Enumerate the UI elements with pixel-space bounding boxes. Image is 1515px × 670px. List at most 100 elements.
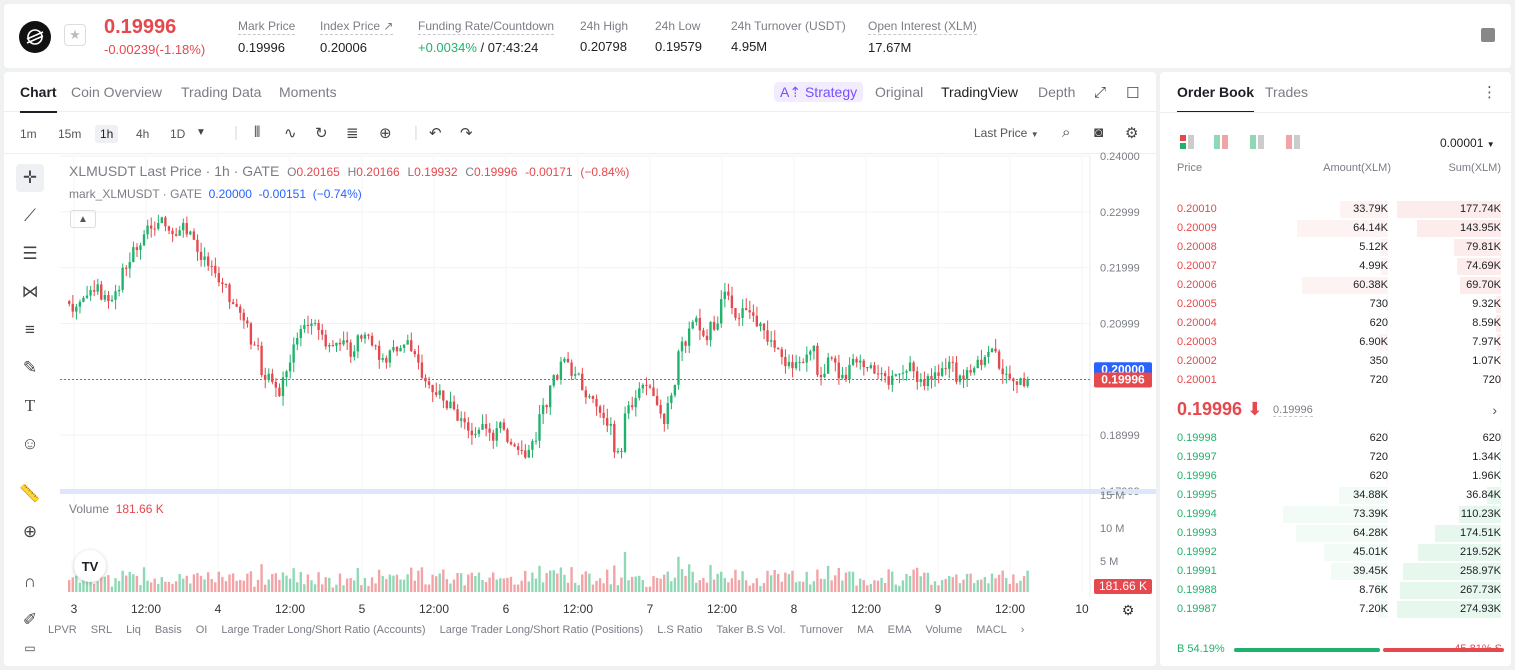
interval-dropdown-icon[interactable]: ▼: [196, 127, 206, 138]
indicator-8[interactable]: Taker B.S Vol.: [716, 624, 786, 636]
replay-icon[interactable]: ↻: [315, 125, 328, 142]
stat-label[interactable]: Open Interest (XLM): [868, 19, 977, 35]
window-icon[interactable]: ☐: [1126, 85, 1140, 102]
order-row[interactable]: 0.20003 6.90K 7.97K: [1160, 333, 1511, 352]
order-row[interactable]: 0.19994 73.39K 110.23K: [1160, 505, 1511, 524]
order-row[interactable]: 0.19988 8.76K 267.73K: [1160, 581, 1511, 600]
stat-label[interactable]: Mark Price: [238, 19, 296, 35]
crosshair-icon[interactable]: ✛: [16, 164, 44, 192]
book-asks-icon[interactable]: [1286, 135, 1300, 149]
search-icon[interactable]: ⌕: [1062, 124, 1071, 141]
order-row[interactable]: 0.20001 720 720: [1160, 371, 1511, 390]
interval-4h[interactable]: 4h: [136, 127, 150, 141]
emoji-icon[interactable]: ☺: [21, 434, 39, 453]
indicator-9[interactable]: Turnover: [799, 624, 844, 636]
zoom-in-icon[interactable]: ⊕: [22, 522, 38, 541]
order-row[interactable]: 0.19987 7.20K 274.93K: [1160, 600, 1511, 619]
camera-icon[interactable]: ◙: [1094, 124, 1104, 141]
indicator-0[interactable]: LPVR: [48, 624, 77, 636]
indicator-icon[interactable]: ∿: [284, 125, 297, 142]
pencil-lock-icon[interactable]: ✐: [22, 610, 38, 629]
order-row[interactable]: 0.19993 64.28K 174.51K: [1160, 524, 1511, 543]
candle-body: [716, 323, 719, 330]
order-row[interactable]: 0.19991 39.45K 258.97K: [1160, 562, 1511, 581]
chevron-right-icon[interactable]: ›: [1492, 402, 1497, 418]
redo-icon[interactable]: ↷: [460, 125, 473, 142]
book-split-icon[interactable]: [1214, 135, 1228, 149]
book-icon[interactable]: [1481, 28, 1495, 42]
horizontal-lines-icon[interactable]: ☰: [22, 244, 38, 263]
candle-body: [399, 347, 402, 352]
fib-icon[interactable]: ≡: [25, 320, 35, 339]
ruler-icon[interactable]: 📏: [19, 484, 41, 503]
magnet-icon[interactable]: ∩: [23, 572, 37, 591]
indicator-10[interactable]: MA: [857, 624, 874, 636]
more-icon[interactable]: ⋮: [1482, 84, 1497, 101]
order-row[interactable]: 0.19995 34.88K 36.84K: [1160, 486, 1511, 505]
view-depth[interactable]: Depth: [1038, 84, 1076, 100]
tab-trades[interactable]: Trades: [1265, 84, 1309, 100]
undo-icon[interactable]: ↶: [429, 125, 442, 142]
order-row[interactable]: 0.20002 350 1.07K: [1160, 352, 1511, 371]
trend-line-icon[interactable]: ⟋: [24, 206, 36, 225]
expand-icon[interactable]: ⤢: [1094, 84, 1107, 101]
tab-order-book[interactable]: Order Book: [1177, 84, 1255, 113]
chevron-up-icon[interactable]: ▲: [70, 210, 96, 228]
indicator-2[interactable]: Liq: [126, 624, 141, 636]
volume-bar: [1012, 574, 1015, 592]
indicator-12[interactable]: Volume: [925, 624, 963, 636]
order-row[interactable]: 0.20004 620 8.59K: [1160, 314, 1511, 333]
gear-icon[interactable]: ⚙: [1125, 125, 1139, 142]
favorite-star-icon[interactable]: ★: [64, 24, 86, 46]
template-icon[interactable]: ≣: [346, 125, 359, 142]
tab-moments[interactable]: Moments: [279, 84, 337, 100]
pane-separator[interactable]: [60, 489, 1156, 494]
pattern-icon[interactable]: ⋈: [21, 282, 39, 301]
indicator-5[interactable]: Large Trader Long/Short Ratio (Accounts): [221, 624, 426, 636]
candle-type-icon[interactable]: ⫴: [254, 124, 261, 141]
order-row[interactable]: 0.19996 620 1.96K: [1160, 467, 1511, 486]
indicator-11[interactable]: EMA: [887, 624, 912, 636]
indicator-3[interactable]: Basis: [154, 624, 182, 636]
indicator-7[interactable]: L.S Ratio: [657, 624, 703, 636]
interval-15m[interactable]: 15m: [58, 127, 82, 141]
interval-1h[interactable]: 1h: [95, 125, 119, 143]
interval-1d[interactable]: 1D: [170, 127, 186, 141]
interval-1m[interactable]: 1m: [20, 127, 37, 141]
order-row[interactable]: 0.20005 730 9.32K: [1160, 295, 1511, 314]
price-chart[interactable]: 0.240000.229990.219990.209990.199990.189…: [4, 72, 1156, 666]
stat-label[interactable]: Index Price ↗: [320, 19, 394, 35]
price-type-select[interactable]: Last Price ▼: [974, 126, 1039, 140]
order-row[interactable]: 0.19997 720 1.34K: [1160, 448, 1511, 467]
stat-label[interactable]: Funding Rate/Countdown: [418, 19, 555, 35]
strategy-button[interactable]: A⇡ Strategy: [774, 82, 864, 102]
trash-icon[interactable]: ▭: [24, 641, 36, 655]
book-both-icon[interactable]: [1180, 135, 1194, 149]
chevron-right-icon[interactable]: ›: [1020, 624, 1025, 636]
view-tradingview[interactable]: TradingView: [941, 84, 1019, 100]
add-indicator-icon[interactable]: ⊕: [379, 125, 392, 142]
precision-select[interactable]: 0.00001 ▼: [1440, 136, 1495, 150]
ohlc-close-label: C: [465, 165, 474, 179]
tab-chart[interactable]: Chart: [20, 84, 57, 113]
indicator-bar: LPVR SRL Liq Basis OI Large Trader Long/Short…: [48, 624, 1038, 636]
text-icon[interactable]: T: [24, 396, 36, 415]
tab-coin-overview[interactable]: Coin Overview: [71, 84, 163, 100]
axis-settings-icon[interactable]: ⚙: [1122, 603, 1135, 619]
volume-bar: [413, 580, 416, 592]
order-row[interactable]: 0.20010 33.79K 177.74K: [1160, 200, 1511, 219]
view-original[interactable]: Original: [875, 84, 924, 100]
book-bids-icon[interactable]: [1250, 135, 1264, 149]
order-row[interactable]: 0.20007 4.99K 74.69K: [1160, 257, 1511, 276]
order-row[interactable]: 0.20008 5.12K 79.81K: [1160, 238, 1511, 257]
order-row[interactable]: 0.20006 60.38K 69.70K: [1160, 276, 1511, 295]
tab-trading-data[interactable]: Trading Data: [181, 84, 262, 100]
brush-icon[interactable]: ✎: [22, 358, 38, 377]
order-row[interactable]: 0.20009 64.14K 143.95K: [1160, 219, 1511, 238]
indicator-4[interactable]: OI: [195, 624, 208, 636]
indicator-13[interactable]: MACL: [976, 624, 1007, 636]
order-row[interactable]: 0.19998 620 620: [1160, 429, 1511, 448]
indicator-1[interactable]: SRL: [90, 624, 113, 636]
order-row[interactable]: 0.19992 45.01K 219.52K: [1160, 543, 1511, 562]
indicator-6[interactable]: Large Trader Long/Short Ratio (Positions…: [439, 624, 644, 636]
